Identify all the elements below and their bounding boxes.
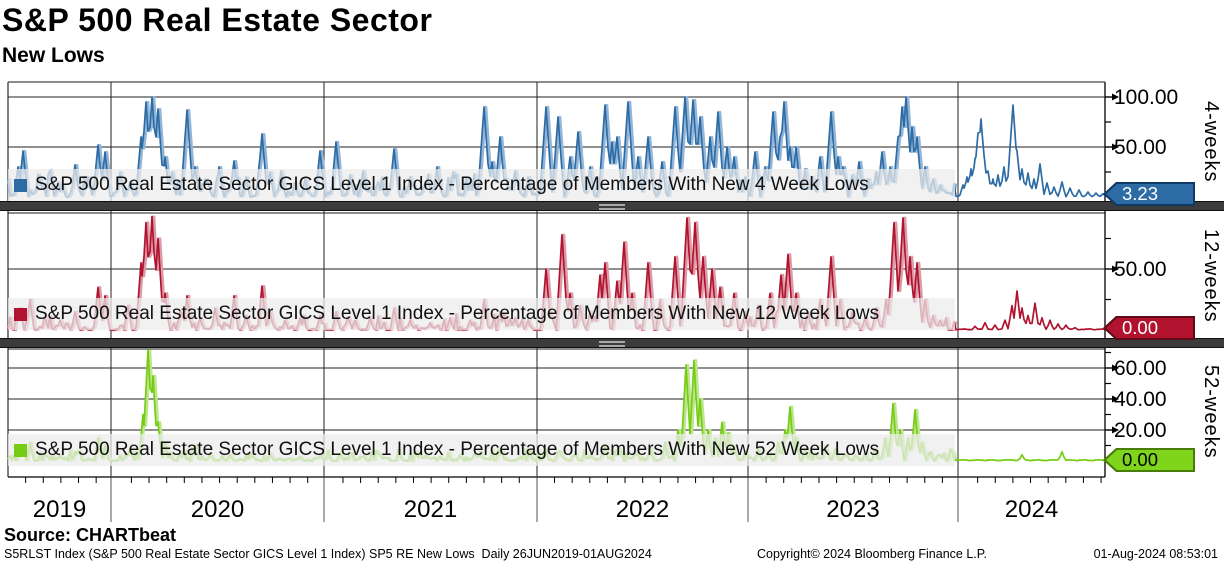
panel-axis-label-12-weeks: 12-weeks <box>1200 229 1222 323</box>
legend-label: S&P 500 Real Estate Sector GICS Level 1 … <box>35 439 880 460</box>
chart-title: S&P 500 Real Estate Sector <box>2 2 433 38</box>
last-value-badge-4-weeks: 3.23 <box>1103 182 1195 206</box>
footer-copyright: Copyright© 2024 Bloomberg Finance L.P. <box>757 547 987 561</box>
y-tick-label: 20.00 <box>1114 419 1167 442</box>
legend-item-52-weeks[interactable]: S&P 500 Real Estate Sector GICS Level 1 … <box>8 434 955 466</box>
year-label: 2024 <box>1004 496 1059 523</box>
last-value-52-weeks: 0.00 <box>1122 449 1159 470</box>
year-label: 2023 <box>826 496 880 523</box>
legend-label: S&P 500 Real Estate Sector GICS Level 1 … <box>35 303 880 324</box>
panel-separator <box>0 338 1224 348</box>
legend-item-12-weeks[interactable]: S&P 500 Real Estate Sector GICS Level 1 … <box>8 298 955 330</box>
year-label: 2021 <box>403 496 458 523</box>
separator-grip-icon[interactable] <box>599 204 625 210</box>
year-label: 2019 <box>32 496 87 523</box>
last-value-12-weeks: 0.00 <box>1122 317 1159 338</box>
legend-swatch-icon <box>14 178 27 192</box>
panel-axis-label-52-weeks: 52-weeks <box>1200 365 1222 459</box>
legend-label: S&P 500 Real Estate Sector GICS Level 1 … <box>35 174 869 195</box>
y-tick-label: 50.00 <box>1114 136 1167 159</box>
panel-separator <box>0 201 1224 211</box>
footer-timestamp: 01-Aug-2024 08:53:01 <box>1093 547 1218 561</box>
footer-security-description: S5RLST Index (S&P 500 Real Estate Sector… <box>4 547 652 561</box>
separator-grip-icon[interactable] <box>599 341 625 347</box>
y-tick-label: 50.00 <box>1114 258 1167 281</box>
badge-arrow-fill <box>1106 450 1193 470</box>
badge-arrow-fill <box>1106 318 1193 338</box>
year-label: 2022 <box>615 496 670 523</box>
year-label: 2020 <box>190 496 245 523</box>
badge-arrow-fill <box>1106 184 1193 204</box>
y-tick-label: 60.00 <box>1114 357 1167 380</box>
panel-axis-label-4-weeks: 4-weeks <box>1200 101 1222 183</box>
source-label: Source: CHARTbeat <box>4 525 177 545</box>
y-tick-label: 40.00 <box>1114 388 1167 411</box>
chart-subtitle: New Lows <box>2 44 105 67</box>
last-value-badge-12-weeks: 0.00 <box>1103 316 1195 340</box>
legend-item-4-weeks[interactable]: S&P 500 Real Estate Sector GICS Level 1 … <box>8 169 955 201</box>
legend-swatch-icon <box>14 443 27 457</box>
y-tick-label: 100.00 <box>1114 86 1179 109</box>
last-value-badge-52-weeks: 0.00 <box>1103 448 1195 472</box>
last-value-4-weeks: 3.23 <box>1122 183 1159 204</box>
legend-swatch-icon <box>14 307 27 321</box>
